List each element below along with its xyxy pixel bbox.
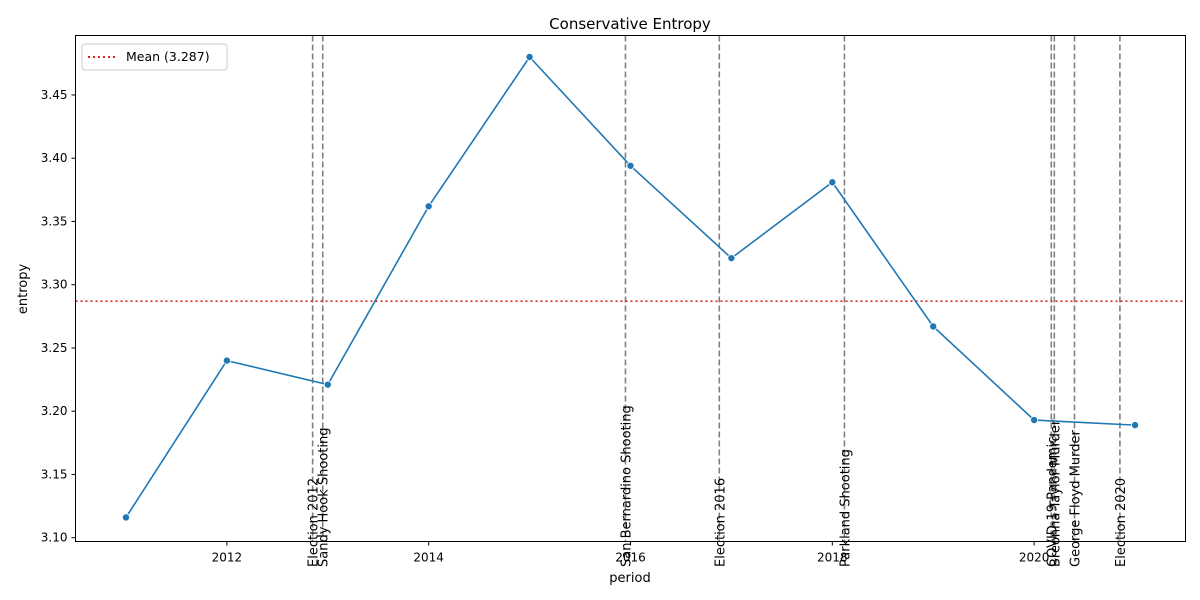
data-point-1 xyxy=(222,356,231,365)
event-label-0: Election 2012 xyxy=(307,478,322,567)
data-point-0 xyxy=(121,513,130,522)
y-tick-label-5: 3.35 xyxy=(41,214,68,228)
x-tick-label-4: 2020 xyxy=(1019,551,1050,565)
y-tick-label-1: 3.15 xyxy=(41,467,68,481)
event-label-3: Election 2016 xyxy=(713,478,728,567)
event-label-7: George Floyd Murder xyxy=(1069,430,1084,567)
data-point-8 xyxy=(929,322,938,331)
x-tick-label-1: 2014 xyxy=(413,551,444,565)
x-axis: 2012 2014 2016 2018 2020 xyxy=(212,541,1050,565)
chart-title: Conservative Entropy xyxy=(549,15,711,33)
data-point-10 xyxy=(1131,421,1140,430)
y-tick-label-3: 3.25 xyxy=(41,341,68,355)
event-label-2: San Bernardino Shooting xyxy=(619,405,634,567)
event-label-1: Sandy Hook Shooting xyxy=(317,428,332,567)
y-axis-label: entropy xyxy=(16,264,31,315)
y-tick-label-2: 3.20 xyxy=(41,404,68,418)
legend: Mean (3.287) xyxy=(81,43,228,71)
data-point-2 xyxy=(323,380,332,389)
x-tick-label-3: 2018 xyxy=(817,551,848,565)
y-tick-label-4: 3.30 xyxy=(41,278,68,292)
data-point-9 xyxy=(1030,416,1039,425)
legend-mean-label: Mean (3.287) xyxy=(126,49,210,64)
event-label-8: Election 2020 xyxy=(1114,478,1129,567)
x-tick-label-0: 2012 xyxy=(212,551,243,565)
data-point-5 xyxy=(626,161,635,170)
event-label-4: Parkland Shooting xyxy=(838,449,853,567)
data-point-3 xyxy=(424,202,433,211)
series-layer xyxy=(121,53,1140,522)
y-tick-label-6: 3.40 xyxy=(41,151,68,165)
data-point-6 xyxy=(727,254,736,263)
data-point-7 xyxy=(828,178,837,187)
legend-box xyxy=(81,43,228,71)
x-axis-label: period xyxy=(609,571,650,586)
event-label-6: Breonna Taylor Murder xyxy=(1048,419,1063,567)
x-tick-label-2: 2016 xyxy=(615,551,646,565)
y-tick-label-7: 3.45 xyxy=(41,88,68,102)
y-tick-label-0: 3.10 xyxy=(41,531,68,545)
y-axis: 3.10 3.15 3.20 3.25 3.30 3.35 3.40 3.45 xyxy=(41,88,76,545)
event-label-5: COVID-19 Pandemic xyxy=(1045,437,1060,567)
data-point-4 xyxy=(525,53,534,62)
